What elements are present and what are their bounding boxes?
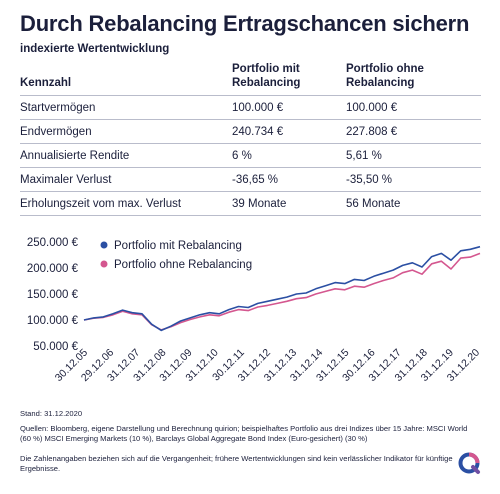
quirion-logo-icon [458, 452, 480, 474]
sources-note: Quellen: Bloomberg, eigene Darstellung u… [20, 424, 468, 443]
row-label: Erholungszeit vom max. Verlust [20, 191, 232, 216]
row-label: Endvermögen [20, 119, 232, 144]
legend-marker [100, 241, 108, 249]
y-tick-label: 250.000 € [27, 237, 79, 249]
row-value-mit: 100.000 € [232, 95, 346, 120]
legend-label: Portfolio mit Rebalancing [114, 240, 242, 252]
row-value-mit: 6 % [232, 143, 346, 168]
y-tick-label: 50.000 € [33, 341, 78, 353]
legend-marker [100, 260, 108, 268]
table-row: Startvermögen 100.000 € 100.000 € [20, 95, 481, 120]
header-portfolio-ohne: Portfolio ohne Rebalancing [346, 62, 481, 96]
table-row: Annualisierte Rendite 6 % 5,61 % [20, 143, 481, 168]
legend-label: Portfolio ohne Rebalancing [114, 259, 252, 271]
row-value-mit: 39 Monate [232, 191, 346, 216]
row-label: Annualisierte Rendite [20, 143, 232, 168]
table-row: Maximaler Verlust -36,65 % -35,50 % [20, 167, 481, 192]
row-value-ohne: 56 Monate [346, 191, 481, 216]
row-value-ohne: 5,61 % [346, 143, 481, 168]
row-value-ohne: 100.000 € [346, 95, 481, 120]
stand-note: Stand: 31.12.2020 [20, 409, 83, 418]
row-value-ohne: 227.808 € [346, 119, 481, 144]
y-tick-label: 150.000 € [27, 289, 79, 301]
kpi-table: Kennzahl Portfolio mit Rebalancing Portf… [20, 62, 481, 216]
line-chart: 250.000 € 200.000 € 150.000 € 100.000 € 50.0… [27, 237, 482, 384]
row-value-mit: 240.734 € [232, 119, 346, 144]
series-line-mit-rebalancing [83, 245, 481, 332]
header-portfolio-mit: Portfolio mit Rebalancing [232, 62, 346, 96]
header-kennzahl: Kennzahl [20, 62, 232, 96]
y-tick-label: 100.000 € [27, 315, 79, 327]
table-row: Erholungszeit vom max. Verlust 39 Monate… [20, 191, 481, 216]
table-row: Endvermögen 240.734 € 227.808 € [20, 119, 481, 144]
page-title: Durch Rebalancing Ertragschancen sichern [20, 11, 470, 36]
row-label: Startvermögen [20, 95, 232, 120]
table-header-row: Kennzahl Portfolio mit Rebalancing Portf… [20, 62, 481, 96]
disclaimer-note: Die Zahlenangaben beziehen sich auf die … [20, 454, 453, 473]
row-value-ohne: -35,50 % [346, 167, 481, 192]
y-tick-label: 200.000 € [27, 263, 79, 275]
row-value-mit: -36,65 % [232, 167, 346, 192]
row-label: Maximaler Verlust [20, 167, 232, 192]
page-subtitle: indexierte Wertentwicklung [20, 43, 170, 55]
